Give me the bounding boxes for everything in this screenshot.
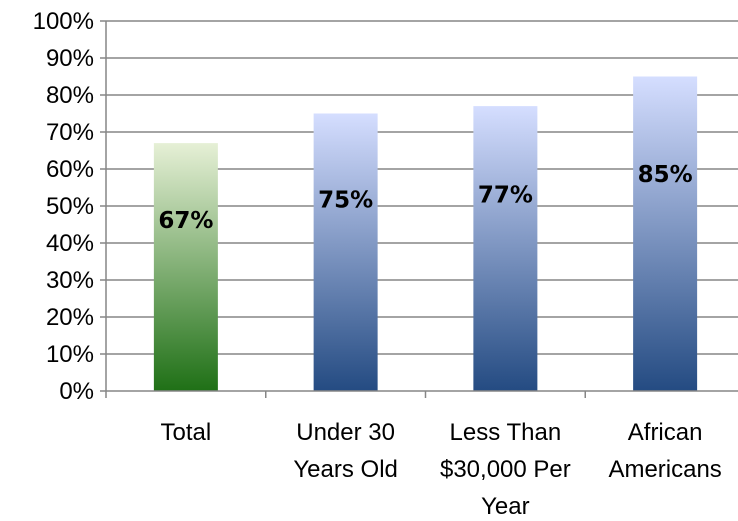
x-category-label: Less Than $30,000 Per Year — [440, 419, 571, 520]
bars — [153, 76, 698, 391]
y-tick-label: 0% — [59, 378, 94, 405]
y-tick-label: 30% — [46, 267, 94, 294]
y-tick-label: 40% — [46, 230, 94, 257]
y-tick-label: 20% — [46, 304, 94, 331]
x-category-label: African Americans — [608, 419, 721, 483]
axes — [100, 20, 738, 398]
x-category-label: Under 30 Years Old — [293, 419, 398, 483]
data-label: 77% — [478, 182, 533, 208]
y-tick-label: 50% — [46, 193, 94, 220]
data-label: 85% — [638, 162, 693, 188]
y-tick-label: 70% — [46, 119, 94, 146]
y-tick-label: 60% — [46, 156, 94, 183]
y-tick-label: 80% — [46, 82, 94, 109]
y-tick-label: 10% — [46, 341, 94, 368]
data-label: 75% — [318, 188, 373, 214]
bar — [153, 143, 218, 391]
x-category-label: Total — [161, 419, 212, 446]
y-tick-label: 90% — [46, 45, 94, 72]
labels: 0% 10% 20% 30% 40% 50% 60% 70% 80% 90% 100% 67% Tota… — [33, 8, 722, 520]
bar — [313, 113, 378, 391]
bar — [473, 106, 538, 391]
bar — [633, 76, 698, 391]
data-label: 67% — [158, 208, 213, 234]
y-tick-label: 100% — [33, 8, 94, 35]
